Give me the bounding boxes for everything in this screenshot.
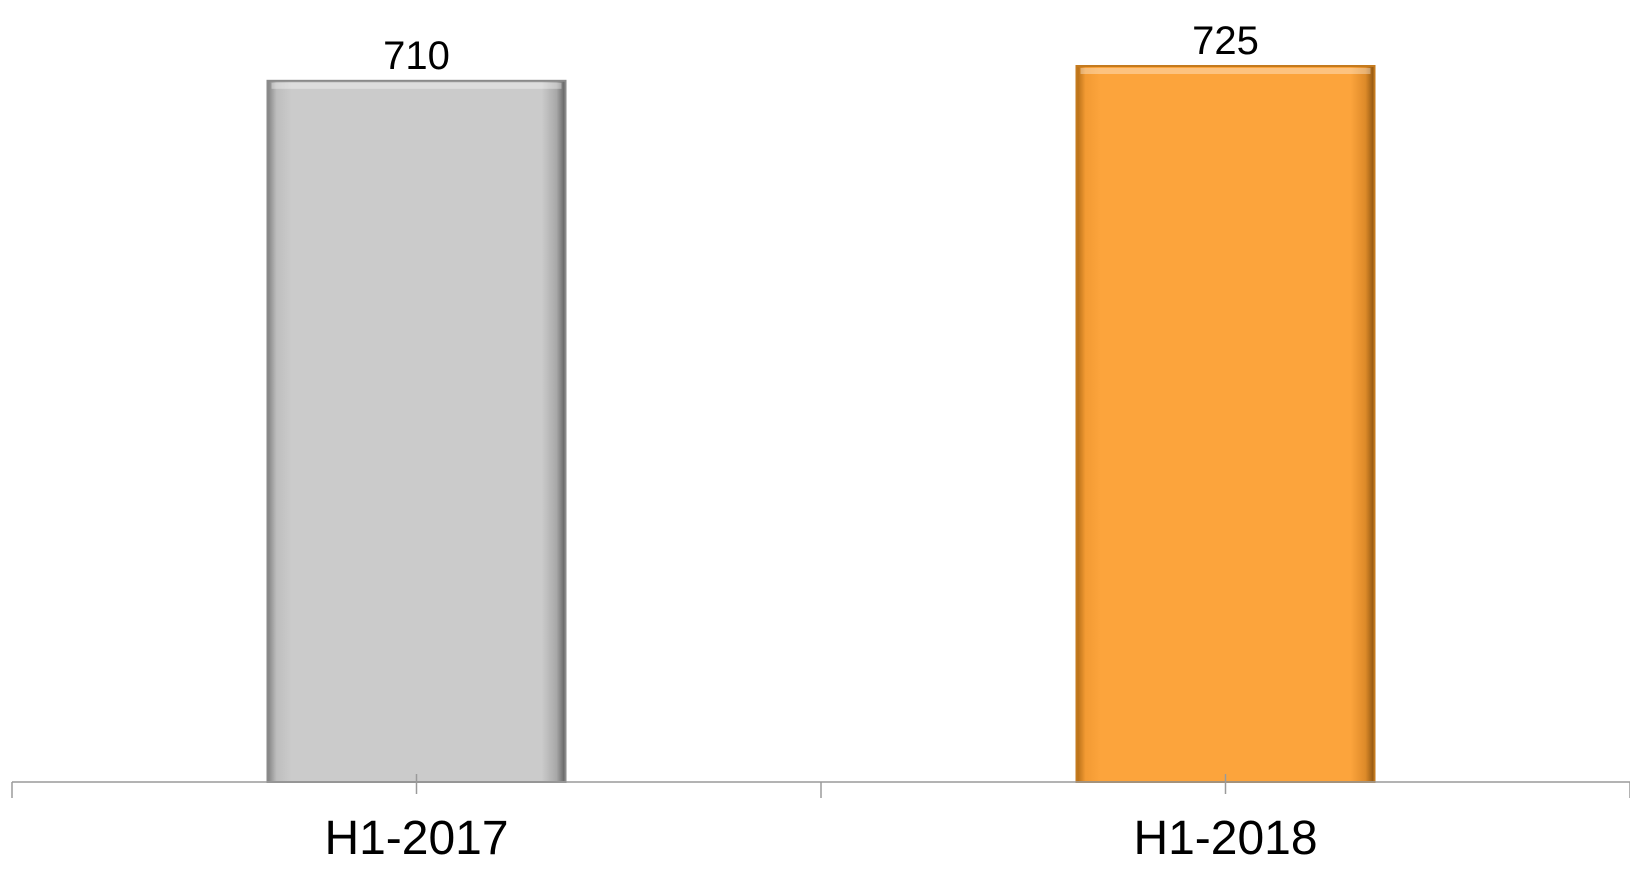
data-label-h1-2017: 710	[383, 34, 450, 78]
data-labels: 710 725	[383, 19, 1259, 78]
bar-h1-2017	[266, 79, 567, 784]
data-label-h1-2018: 725	[1192, 19, 1259, 63]
bar-highlight-h1-2017	[271, 82, 562, 89]
x-tick-labels: H1-2017 H1-2018	[324, 812, 1317, 865]
bar-h1-2018	[1075, 65, 1376, 783]
x-tick-label-h1-2018: H1-2018	[1133, 812, 1317, 865]
bar-highlight-h1-2018	[1080, 68, 1371, 74]
x-axis	[11, 774, 1630, 798]
x-tick-label-h1-2017: H1-2017	[324, 812, 508, 865]
bars-layer	[266, 65, 1376, 784]
